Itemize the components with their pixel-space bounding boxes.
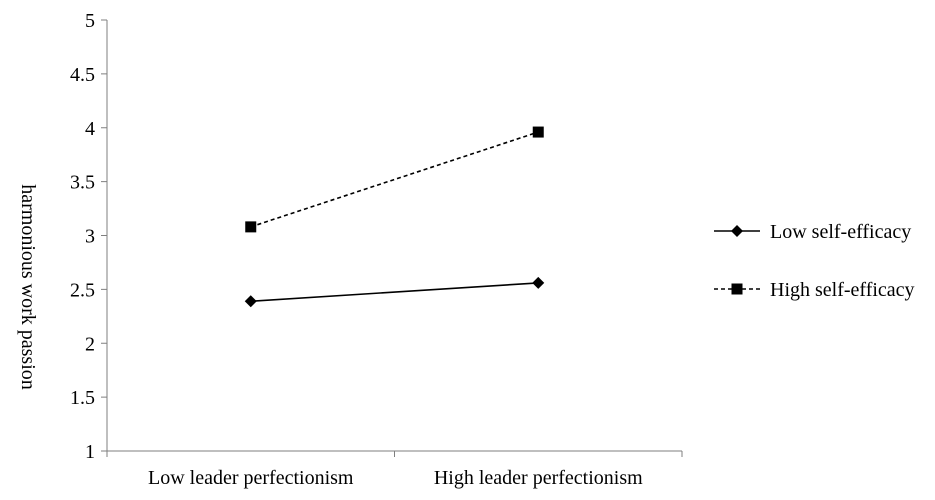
legend-marker-low-self-efficacy <box>731 225 743 237</box>
x-tick-label: Low leader perfectionism <box>148 467 354 489</box>
y-axis-title: harmonious work passion <box>17 184 39 390</box>
legend-label-low-self-efficacy: Low self-efficacy <box>770 221 911 243</box>
y-tick-label: 3.5 <box>70 172 95 194</box>
y-tick-label: 4 <box>85 118 95 140</box>
y-tick-label: 1 <box>85 441 95 463</box>
axes: 1 1.5 2 2.5 3 3.5 4 4.5 5 Low leader perfectionis… <box>70 10 683 489</box>
y-tick-label: 1.5 <box>70 387 95 409</box>
data-point-high-self-efficacy <box>532 126 544 138</box>
series-line-low-self-efficacy <box>250 282 539 303</box>
data-point-high-self-efficacy <box>245 221 257 233</box>
y-tick-label: 2.5 <box>70 279 95 301</box>
legend-label-high-self-efficacy: High self-efficacy <box>770 279 915 301</box>
data-point-low-self-efficacy <box>244 295 257 308</box>
legend-marker-high-self-efficacy <box>731 283 743 295</box>
data-point-low-self-efficacy <box>532 276 545 289</box>
series-line-high-self-efficacy <box>250 131 539 228</box>
series-group <box>244 126 545 308</box>
x-tick-label: High leader perfectionism <box>434 467 643 489</box>
y-tick-label: 2 <box>85 333 95 355</box>
y-tick-label: 4.5 <box>70 64 95 86</box>
y-tick-label: 3 <box>85 226 95 248</box>
y-tick-label: 5 <box>85 10 95 32</box>
legend: Low self-efficacy High self-efficacy <box>714 221 915 301</box>
